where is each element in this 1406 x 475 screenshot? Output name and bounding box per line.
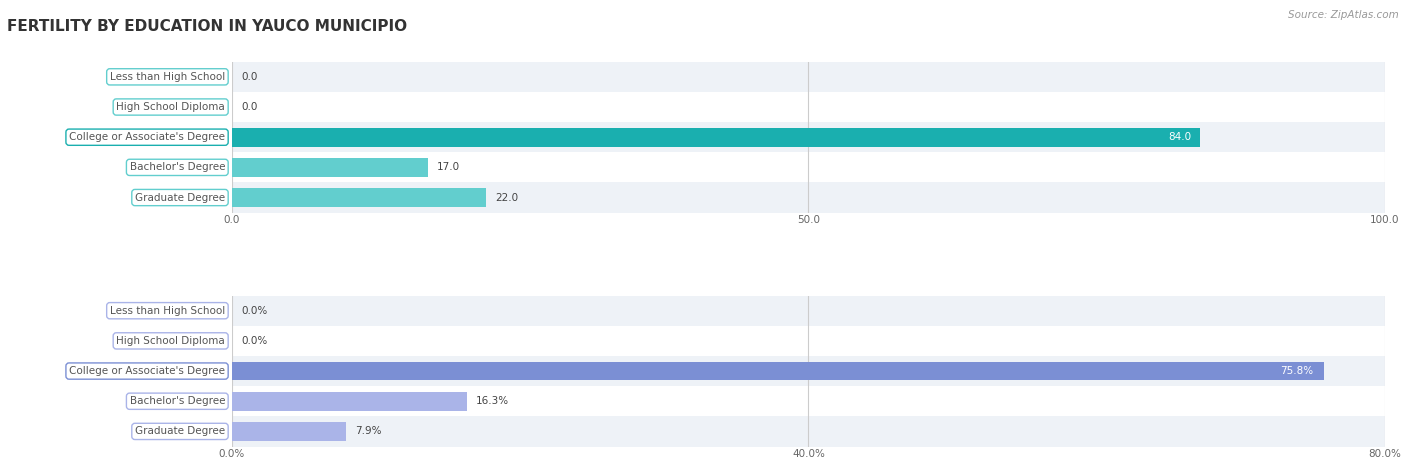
Bar xyxy=(232,188,485,207)
Text: 17.0: 17.0 xyxy=(437,162,460,172)
Bar xyxy=(232,392,467,410)
Text: 7.9%: 7.9% xyxy=(356,427,381,437)
Bar xyxy=(232,422,346,441)
Bar xyxy=(232,122,1385,152)
Text: College or Associate's Degree: College or Associate's Degree xyxy=(69,366,225,376)
Text: High School Diploma: High School Diploma xyxy=(117,102,225,112)
Text: College or Associate's Degree: College or Associate's Degree xyxy=(69,132,225,142)
Text: Bachelor's Degree: Bachelor's Degree xyxy=(129,396,225,406)
Text: 84.0: 84.0 xyxy=(1168,132,1191,142)
Text: Less than High School: Less than High School xyxy=(110,306,225,316)
Bar xyxy=(232,158,427,177)
Text: Source: ZipAtlas.com: Source: ZipAtlas.com xyxy=(1288,10,1399,19)
Text: 0.0: 0.0 xyxy=(242,102,257,112)
Text: 0.0%: 0.0% xyxy=(242,306,267,316)
Text: FERTILITY BY EDUCATION IN YAUCO MUNICIPIO: FERTILITY BY EDUCATION IN YAUCO MUNICIPI… xyxy=(7,19,408,34)
Text: 0.0: 0.0 xyxy=(242,72,257,82)
Bar xyxy=(232,92,1385,122)
Text: 75.8%: 75.8% xyxy=(1279,366,1313,376)
Bar xyxy=(232,326,1385,356)
Bar xyxy=(232,361,1324,380)
Bar xyxy=(232,128,1201,147)
Text: 16.3%: 16.3% xyxy=(477,396,509,406)
Text: 22.0: 22.0 xyxy=(495,192,517,202)
Text: Less than High School: Less than High School xyxy=(110,72,225,82)
Text: Graduate Degree: Graduate Degree xyxy=(135,192,225,202)
Bar xyxy=(232,152,1385,182)
Text: 0.0%: 0.0% xyxy=(242,336,267,346)
Text: High School Diploma: High School Diploma xyxy=(117,336,225,346)
Text: Bachelor's Degree: Bachelor's Degree xyxy=(129,162,225,172)
Bar xyxy=(232,386,1385,416)
Bar xyxy=(232,62,1385,92)
Bar xyxy=(232,182,1385,213)
Bar xyxy=(232,356,1385,386)
Text: Graduate Degree: Graduate Degree xyxy=(135,427,225,437)
Bar xyxy=(232,295,1385,326)
Bar xyxy=(232,416,1385,446)
